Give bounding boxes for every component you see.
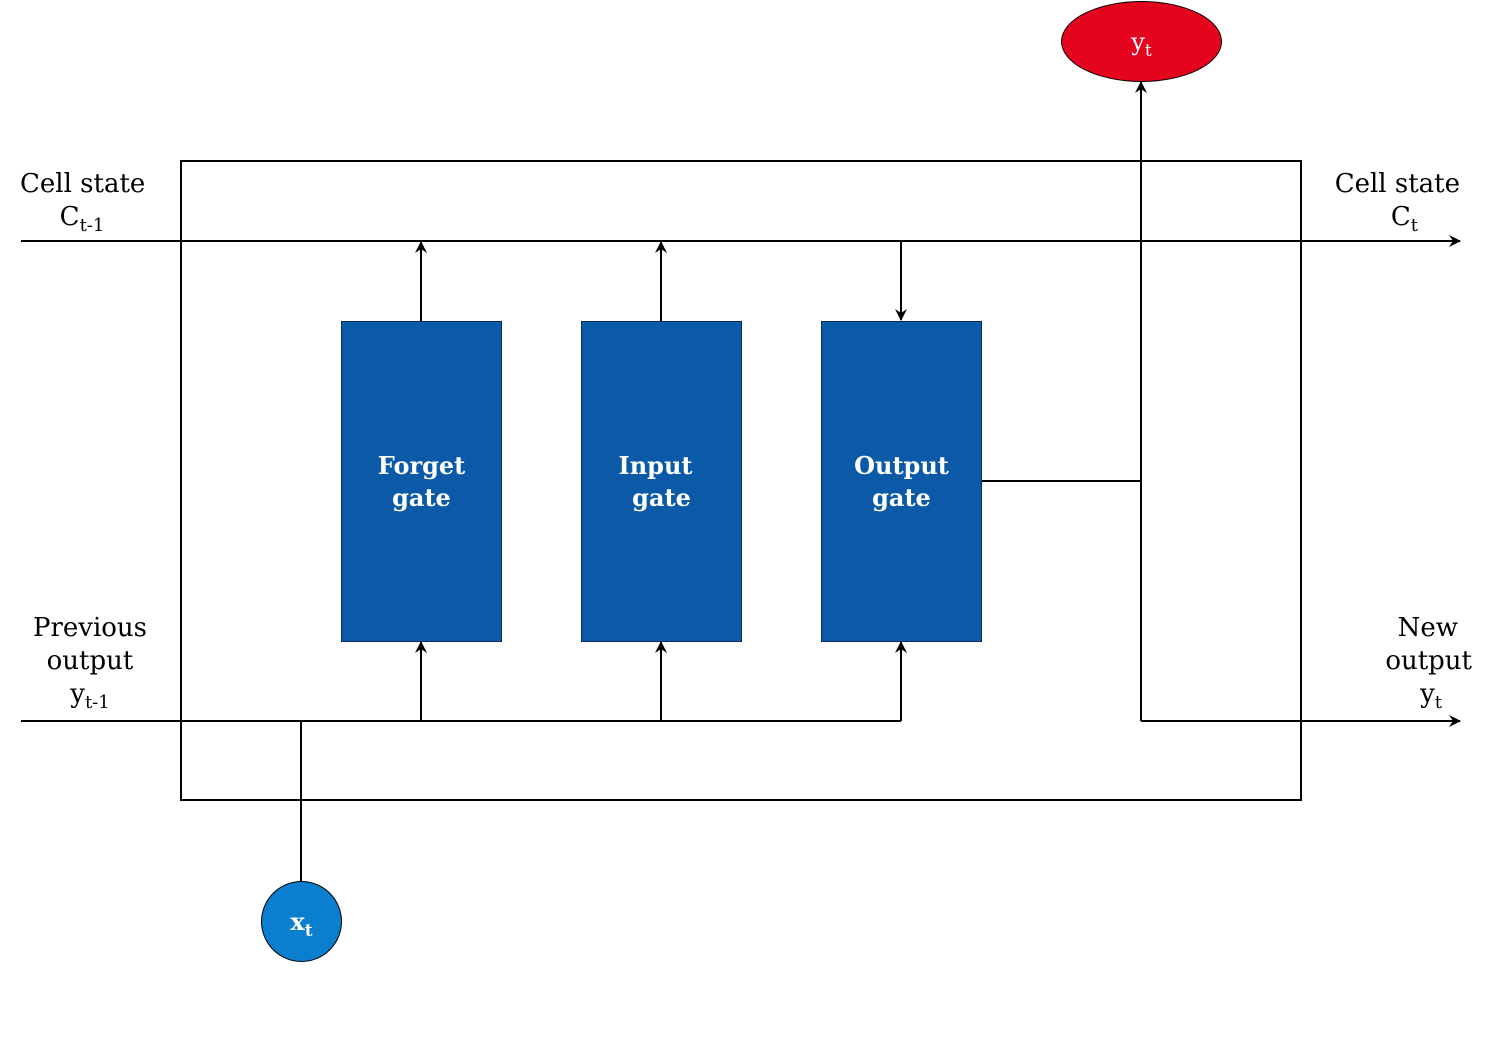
input-gate-label-1: Input	[618, 450, 693, 480]
cell-state-in-text: Cell state	[20, 169, 146, 199]
cell-state-in-label: Cell state Ct-1	[20, 168, 146, 236]
prev-output-symbol: yt-1	[70, 679, 110, 713]
cell-state-out-symbol: Ct	[1390, 202, 1418, 236]
output-gate-label-1: Output	[854, 450, 949, 480]
prev-output-label: Previous output yt-1	[28, 612, 152, 713]
input-x-node: xt	[261, 881, 342, 962]
output-gate-label-2: gate	[872, 482, 931, 512]
cell-state-out-text: Cell state	[1334, 169, 1460, 199]
cell-state-out-label: Cell state Ct	[1330, 168, 1460, 236]
new-output-symbol: yt	[1420, 679, 1442, 713]
cell-boundary	[180, 160, 1302, 801]
input-gate: Input gate	[581, 321, 742, 642]
new-output-label: New output yt	[1350, 612, 1472, 713]
forget-gate: Forget gate	[341, 321, 502, 642]
new-output-line2: output	[1385, 646, 1472, 676]
new-output-line1: New	[1397, 613, 1458, 643]
prev-output-line1: Previous	[32, 613, 148, 643]
output-y-node: yt	[1061, 1, 1222, 82]
input-x-symbol: xt	[290, 907, 313, 941]
input-gate-label-2: gate	[632, 482, 691, 512]
cell-state-in-symbol: Ct-1	[59, 202, 105, 236]
forget-gate-label-2: gate	[392, 482, 451, 512]
output-y-symbol: yt	[1131, 27, 1152, 61]
output-gate: Output gate	[821, 321, 982, 642]
forget-gate-label-1: Forget	[377, 450, 466, 480]
prev-output-line2: output	[46, 646, 134, 676]
